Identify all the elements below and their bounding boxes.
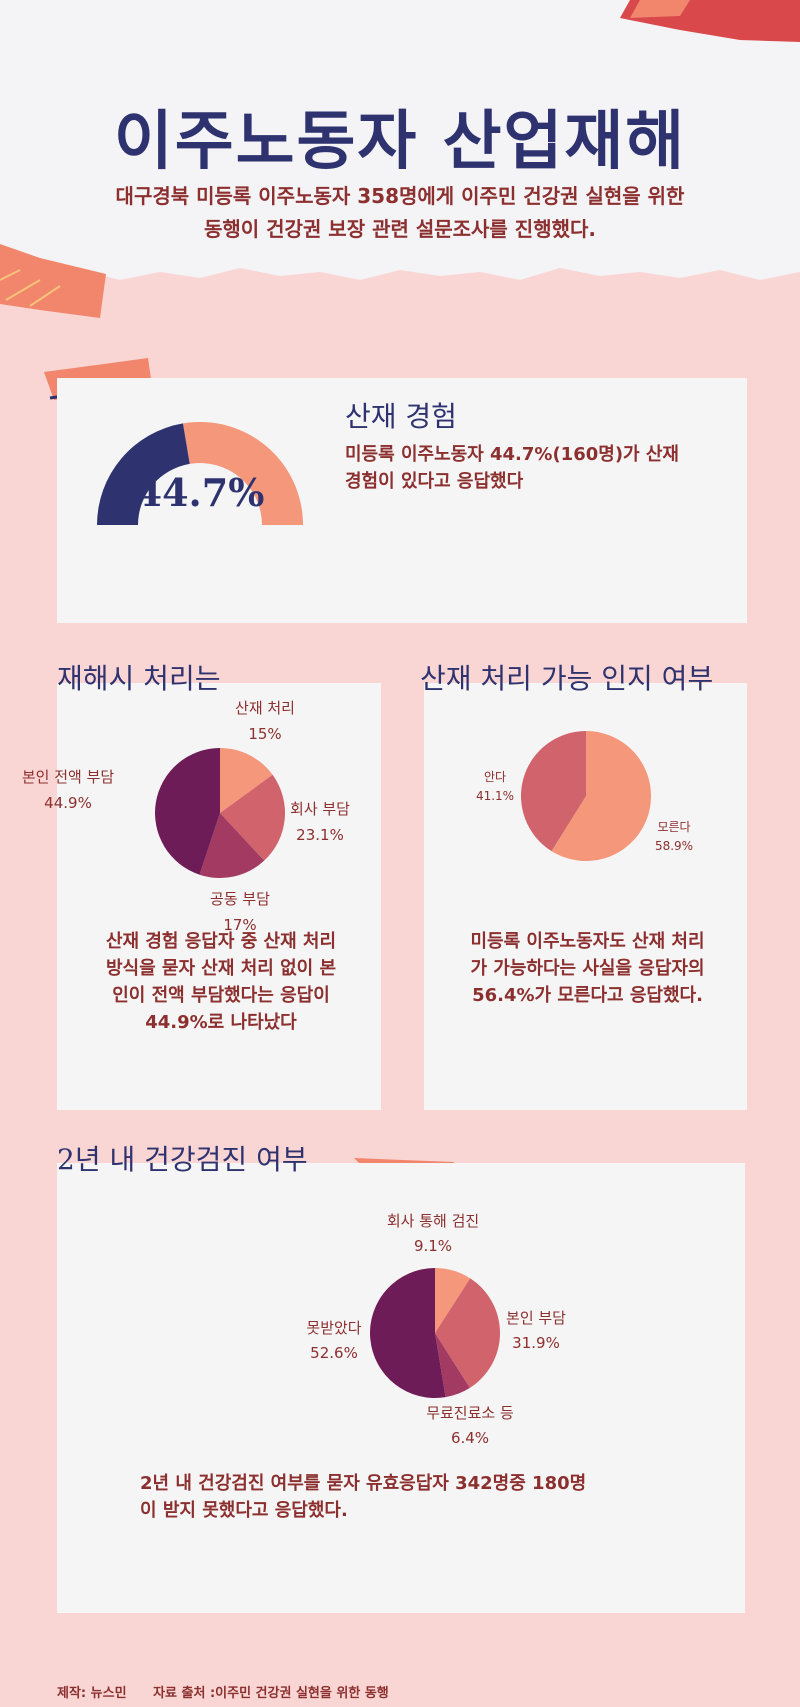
- slice-value-label: 6.4%: [451, 1429, 489, 1447]
- pie-slice: [435, 1333, 470, 1398]
- gauge-track: [182, 422, 303, 525]
- gauge-chart: [97, 422, 303, 525]
- section-title-handling: 재해시 처리는: [57, 662, 221, 695]
- slice-label: 회사 부담: [290, 800, 350, 818]
- gauge-value: 44.7%: [135, 470, 265, 515]
- text-line: 44.9%로 나타났다: [145, 1012, 297, 1033]
- slice-value-label: 31.9%: [512, 1334, 560, 1352]
- header-background: [0, 0, 800, 290]
- slice-value-label: 15%: [248, 725, 281, 743]
- slice-value-label: 9.1%: [414, 1237, 452, 1255]
- pie-slice: [199, 813, 265, 878]
- slice-label: 못받았다: [306, 1319, 361, 1337]
- slice-value-label: 17%: [223, 916, 256, 930]
- section-title-awareness: 산재 처리 가능 인지 여부: [420, 662, 714, 695]
- footer: 제작: 뉴스민 자료 출처 :이주민 건강권 실현을 위한 동행: [57, 1682, 411, 1701]
- page-subtitle: 대구경북 미등록 이주노동자 358명에게 이주민 건강권 실현을 위한 동행이…: [70, 180, 730, 246]
- pie-slice: [369, 1268, 446, 1398]
- text-line: 인이 전액 부담했다는 응답이: [112, 985, 330, 1006]
- section-title-health-check: 2년 내 건강검진 여부: [57, 1143, 308, 1176]
- slice-label: 공동 부담: [210, 890, 270, 908]
- slice-label: 무료진료소 등: [426, 1404, 514, 1422]
- pie-chart-handling: 산재 처리 15% 회사 부담 23.1% 공동 부담 17% 본인 전액 부담 44.9%: [22, 699, 350, 930]
- slice-value-label: 41.1%: [476, 789, 514, 803]
- subtitle-line: 대구경북 미등록 이주노동자 358명에게 이주민 건강권 실현을 위한: [115, 184, 685, 208]
- torn-paper-edge: [0, 268, 800, 302]
- slice-label: 산재 처리: [235, 699, 295, 717]
- decorative-scrap-top-right: [620, 0, 800, 42]
- card-injury-experience: [57, 378, 747, 623]
- slice-value-label: 23.1%: [296, 826, 344, 844]
- pie-slice: [435, 1278, 500, 1388]
- slice-label: 회사 통해 검진: [387, 1212, 479, 1230]
- pie-chart-awareness: 모른다 58.9% 안다 41.1%: [476, 731, 693, 861]
- footer-credit: 제작: 뉴스민: [57, 1686, 127, 1701]
- pie-slice: [220, 774, 285, 861]
- pie-slice: [551, 731, 651, 861]
- text-line: 56.4%가 모른다고 응답했다.: [472, 985, 703, 1006]
- section-title-injury: 산재 경험: [345, 400, 457, 433]
- text-line: 방식을 묻자 산재 처리 없이 본: [105, 958, 337, 979]
- slice-label: 본인 부담: [506, 1309, 566, 1327]
- decorative-scrap-left: [0, 244, 106, 318]
- section-text-awareness: 미등록 이주노동자도 산재 처리 가 가능하다는 사실을 응답자의 56.4%가…: [440, 928, 735, 1009]
- text-line: 산재 경험 응답자 중 산재 처리: [105, 931, 337, 952]
- footer-source: 자료 출처 :이주민 건강권 실현을 위한 동행: [153, 1686, 389, 1701]
- pie-slice: [435, 1268, 471, 1333]
- section-text-injury: 미등록 이주노동자 44.7%(160명)가 산재 경험이 있다고 응답했다: [345, 441, 735, 495]
- slice-value-label: 44.9%: [44, 794, 92, 812]
- slice-label: 모른다: [657, 820, 690, 834]
- text-line: 미등록 이주노동자도 산재 처리: [470, 931, 705, 952]
- slice-value-label: 52.6%: [310, 1344, 358, 1362]
- pie-slice: [220, 748, 273, 813]
- slice-label: 안다: [484, 770, 506, 784]
- slice-label: 본인 전액 부담: [22, 768, 115, 786]
- pie-chart-health-check: 회사 통해 검진 9.1% 본인 부담 31.9% 무료진료소 등 6.4% 못받았다 52.…: [306, 1212, 566, 1447]
- text-line: 2년 내 건강검진 여부를 묻자 유효응답자 342명중 180명: [140, 1473, 587, 1494]
- text-line: 가 가능하다는 사실을 응답자의: [470, 958, 705, 979]
- text-line: 미등록 이주노동자 44.7%(160명)가 산재: [345, 444, 679, 465]
- gauge-fill: [97, 423, 190, 525]
- section-text-handling: 산재 경험 응답자 중 산재 처리 방식을 묻자 산재 처리 없이 본 인이 전…: [80, 928, 362, 1036]
- slice-value-label: 58.9%: [655, 839, 693, 853]
- text-line: 이 받지 못했다고 응답했다.: [140, 1500, 348, 1521]
- section-text-health-check: 2년 내 건강검진 여부를 묻자 유효응답자 342명중 180명 이 받지 못…: [140, 1470, 720, 1524]
- page-title: 이주노동자 산업재해: [113, 104, 687, 179]
- subtitle-line: 동행이 건강권 보장 관련 설문조사를 진행했다.: [203, 217, 596, 241]
- pie-slice: [155, 748, 220, 875]
- text-line: 경험이 있다고 응답했다: [345, 471, 524, 492]
- pie-slice: [521, 731, 586, 852]
